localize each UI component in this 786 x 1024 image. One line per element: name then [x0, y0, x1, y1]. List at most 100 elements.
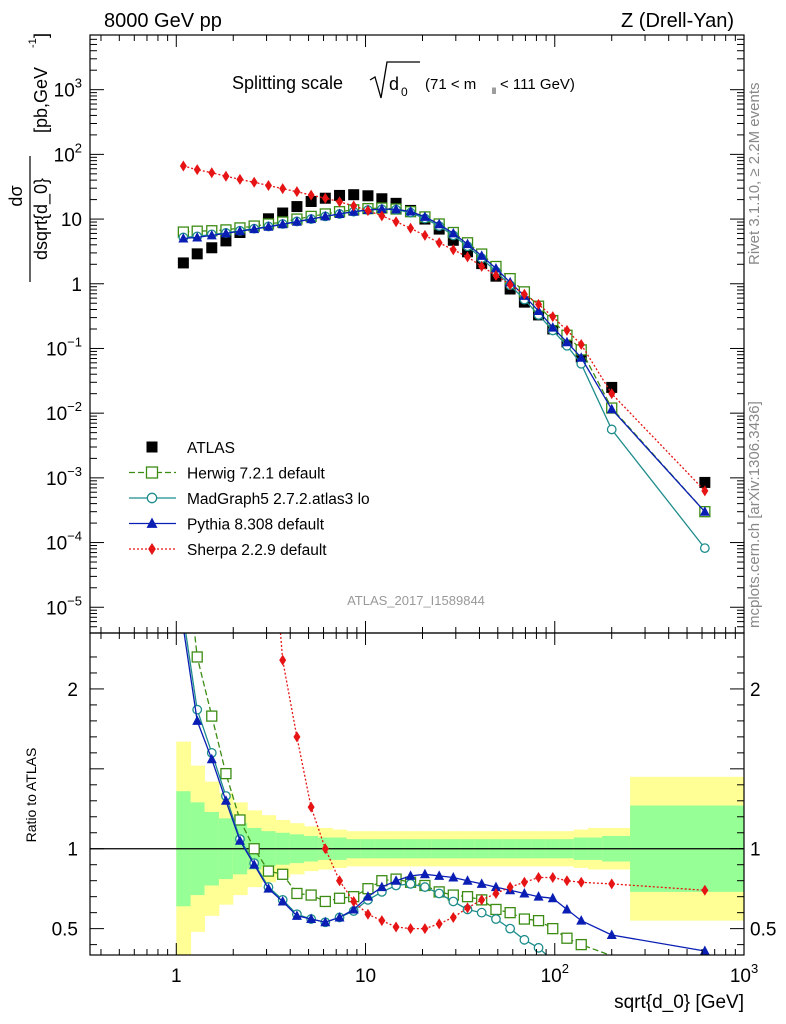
ratio-point — [192, 704, 203, 715]
legend-entry: Herwig 7.2.1 default — [129, 466, 326, 483]
ratio-point — [476, 878, 487, 888]
x-tick-label: 1 — [171, 966, 182, 987]
ratio-point — [419, 868, 430, 879]
ratio-y-tick-label-right: 2 — [750, 680, 761, 701]
data-point — [279, 183, 287, 195]
ratio-point — [449, 911, 457, 923]
ratio-point — [547, 922, 559, 935]
ratio-point — [364, 908, 372, 920]
ylabel-num: dσ — [6, 185, 26, 206]
ratio-point — [490, 903, 502, 916]
data-point — [320, 210, 331, 221]
data-point — [606, 403, 617, 414]
ratio-point — [191, 651, 203, 663]
title-cut-sub: ll — [492, 86, 496, 96]
data-point — [378, 210, 386, 222]
ratio-point — [435, 918, 443, 930]
data-point — [434, 218, 445, 229]
ratio-y-tick-label-right: 0.5 — [750, 920, 776, 941]
legend-marker — [145, 466, 159, 479]
legend-marker — [146, 492, 158, 504]
ratio-point — [464, 902, 472, 914]
ratio-point — [421, 923, 429, 935]
data-point — [549, 311, 557, 323]
data-point — [234, 225, 245, 236]
ratio-point — [291, 887, 303, 900]
ratio-series-line — [185, 633, 548, 955]
main-title: Splitting scale d 0 (71 < m ll < 111 GeV… — [232, 61, 575, 99]
data-point — [699, 506, 710, 516]
data-point — [277, 207, 289, 219]
ratio-point — [506, 881, 514, 893]
side-label-rivet: Rivet 3.1.10, ≥ 2.2M events — [746, 83, 763, 266]
ratio-point — [520, 876, 528, 888]
data-point — [547, 322, 558, 332]
data-point — [478, 260, 486, 272]
y-tick-label: 10−3 — [46, 464, 82, 490]
ratio-point — [206, 710, 218, 722]
data-point — [699, 476, 711, 488]
ylabel-unit-end: ] — [31, 33, 51, 38]
ratio-point — [362, 891, 373, 901]
ratio-y-tick-label: 2 — [67, 680, 78, 701]
legend-marker — [148, 542, 156, 556]
data-point — [250, 176, 258, 188]
y-tick-label: 1 — [71, 275, 82, 296]
legend-entry: Sherpa 2.2.9 default — [129, 542, 327, 559]
ratio-point — [535, 871, 543, 883]
y-tick-label: 102 — [54, 140, 82, 166]
ylabel-unit: [pb,GeV — [31, 67, 51, 133]
data-point — [535, 298, 543, 310]
legend-label: Herwig 7.2.1 default — [187, 466, 326, 483]
data-point — [208, 167, 216, 179]
data-point — [577, 339, 585, 351]
data-point — [334, 189, 346, 201]
sqrt-symbol — [369, 61, 420, 99]
data-point — [699, 543, 710, 554]
x-tick-label: 102 — [541, 961, 569, 987]
ratio-point — [348, 903, 359, 914]
ratio-point — [476, 907, 487, 918]
data-point — [306, 213, 317, 224]
data-point — [533, 305, 544, 315]
data-point — [419, 211, 430, 221]
data-point — [391, 203, 402, 214]
data-point — [506, 279, 514, 291]
ratio-point — [291, 910, 302, 920]
legend-marker — [146, 517, 158, 528]
data-point — [435, 237, 443, 249]
svg-text:dsqrt{d_0}: dsqrt{d_0} — [31, 178, 52, 260]
ratio-point — [306, 913, 317, 924]
watermark: ATLAS_2017_I1589844 — [347, 593, 485, 608]
legend-label: ATLAS — [187, 440, 235, 457]
ratio-point — [606, 929, 617, 940]
ratio-point — [192, 715, 203, 725]
svg-text:-1: -1 — [27, 38, 39, 48]
data-point — [192, 231, 203, 242]
ratio-point — [277, 895, 288, 906]
ratio-point — [533, 942, 544, 953]
ratio-point — [549, 871, 557, 883]
legend-entry: MadGraph5 2.7.2.atlas3 lo — [129, 491, 370, 508]
data-point — [264, 180, 272, 192]
ratio-point — [391, 875, 402, 885]
title-main: Splitting scale — [232, 73, 343, 93]
ratio-point — [249, 859, 260, 869]
ratio-point — [277, 868, 289, 880]
legend-label: Sherpa 2.2.9 default — [187, 542, 327, 559]
ratio-point — [434, 870, 445, 880]
data-point — [447, 234, 459, 246]
ratio-y-tick-label: 0.5 — [52, 920, 78, 941]
ratio-frame — [89, 632, 745, 956]
title-cut-end: < 111 GeV) — [500, 76, 575, 93]
ratio-point — [319, 895, 331, 908]
ratio-point — [518, 913, 531, 925]
ratio-point — [307, 801, 315, 813]
svg-text:0: 0 — [401, 85, 408, 99]
ratio-point — [519, 934, 530, 945]
y-tick-label: 10 — [61, 210, 82, 231]
legend-label: Pythia 8.308 default — [187, 517, 325, 534]
svg-text:[pb,GeV: [pb,GeV — [31, 67, 51, 133]
ratio-point — [220, 767, 232, 780]
data-point — [263, 221, 274, 231]
